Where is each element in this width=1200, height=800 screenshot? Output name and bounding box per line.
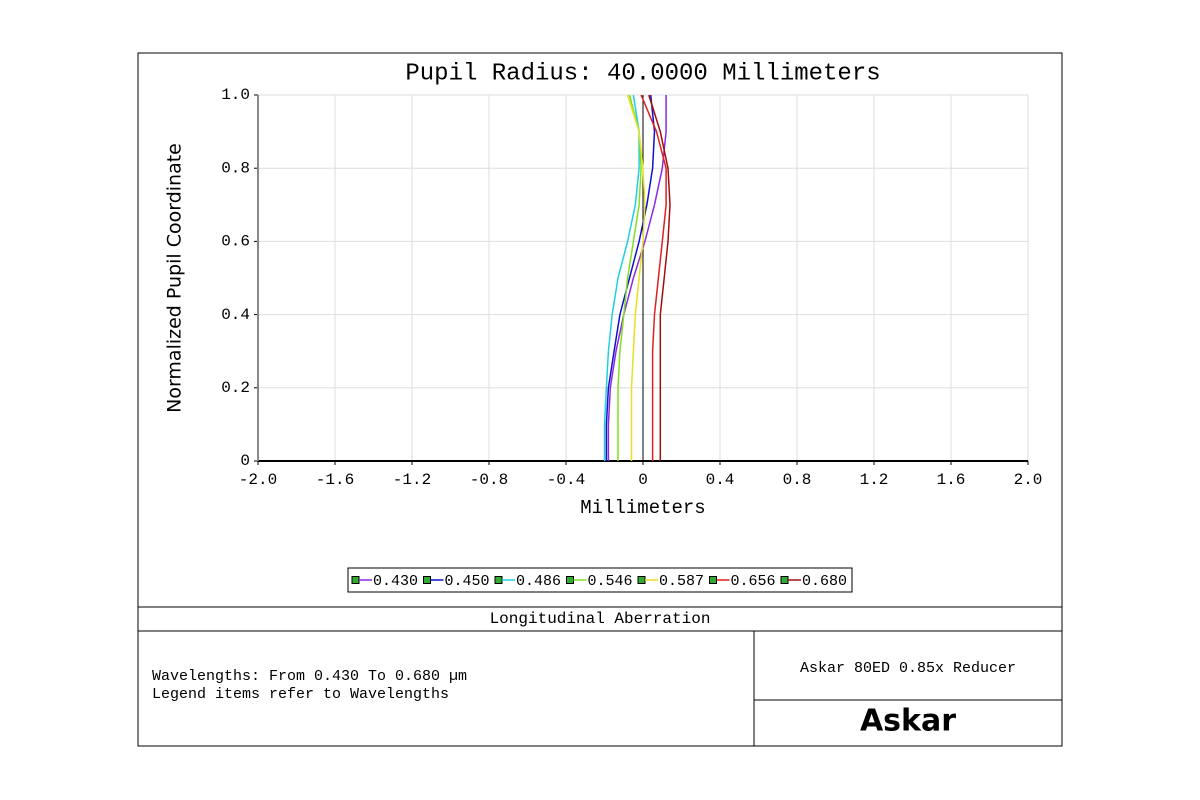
x-tick-label: -0.8 [470, 471, 508, 489]
note: Legend items refer to Wavelengths [152, 686, 449, 703]
series-line [617, 94, 642, 461]
legend-icon [780, 576, 789, 584]
footer-title: Longitudinal Aberration [490, 610, 711, 628]
y-tick-label: 0.2 [221, 379, 250, 397]
series-line [607, 95, 667, 461]
x-tick-label: 0.8 [783, 471, 812, 489]
lens-name: Askar 80ED 0.85x Reducer [800, 660, 1016, 677]
y-axis-label: Normalized Pupil Coordinate [164, 143, 186, 413]
x-tick-label: 1.2 [860, 471, 889, 489]
legend-icon [351, 576, 360, 584]
x-tick-label: 0 [638, 471, 648, 489]
legend-label: 0.486 [516, 573, 561, 590]
legend-icon [494, 576, 503, 584]
y-tick-label: 0.8 [221, 159, 250, 177]
legend-icon [709, 576, 717, 584]
legend-label: 0.450 [445, 573, 490, 590]
y-tick-label: 0 [240, 452, 250, 470]
legend-label: 0.546 [588, 573, 633, 590]
legend-label: 0.680 [802, 573, 847, 590]
y-tick-label: 1.0 [221, 86, 250, 104]
legend-label: 0.587 [659, 573, 704, 590]
logo: Askar [860, 704, 956, 739]
legend-icon [423, 576, 431, 584]
x-axis-label: Millimeters [580, 497, 705, 519]
x-tick-label: 1.6 [937, 471, 966, 489]
frame [137, 52, 1063, 747]
legend-icon [566, 576, 574, 584]
legend-label: 0.430 [373, 573, 418, 590]
x-tick-label: 2.0 [1014, 471, 1043, 489]
legend-icon [637, 576, 646, 584]
series-line [605, 94, 656, 461]
y-tick-label: 0.4 [221, 306, 250, 324]
legend-label: 0.656 [731, 573, 776, 590]
x-tick-label: 0.4 [706, 471, 735, 489]
x-tick-label: -1.6 [316, 471, 354, 489]
y-tick-label: 0.6 [221, 233, 250, 251]
series-line [648, 94, 671, 461]
chart-title: Pupil Radius: 40.0000 Millimeters [405, 60, 880, 87]
series-line [640, 94, 667, 461]
series-line [603, 94, 640, 461]
series-line [626, 94, 646, 461]
x-tick-label: -1.2 [393, 471, 431, 489]
x-tick-label: -2.0 [239, 471, 277, 489]
legend [347, 567, 853, 593]
note: Wavelengths: From 0.430 To 0.680 µm [152, 668, 467, 685]
x-tick-label: -0.4 [547, 471, 585, 489]
